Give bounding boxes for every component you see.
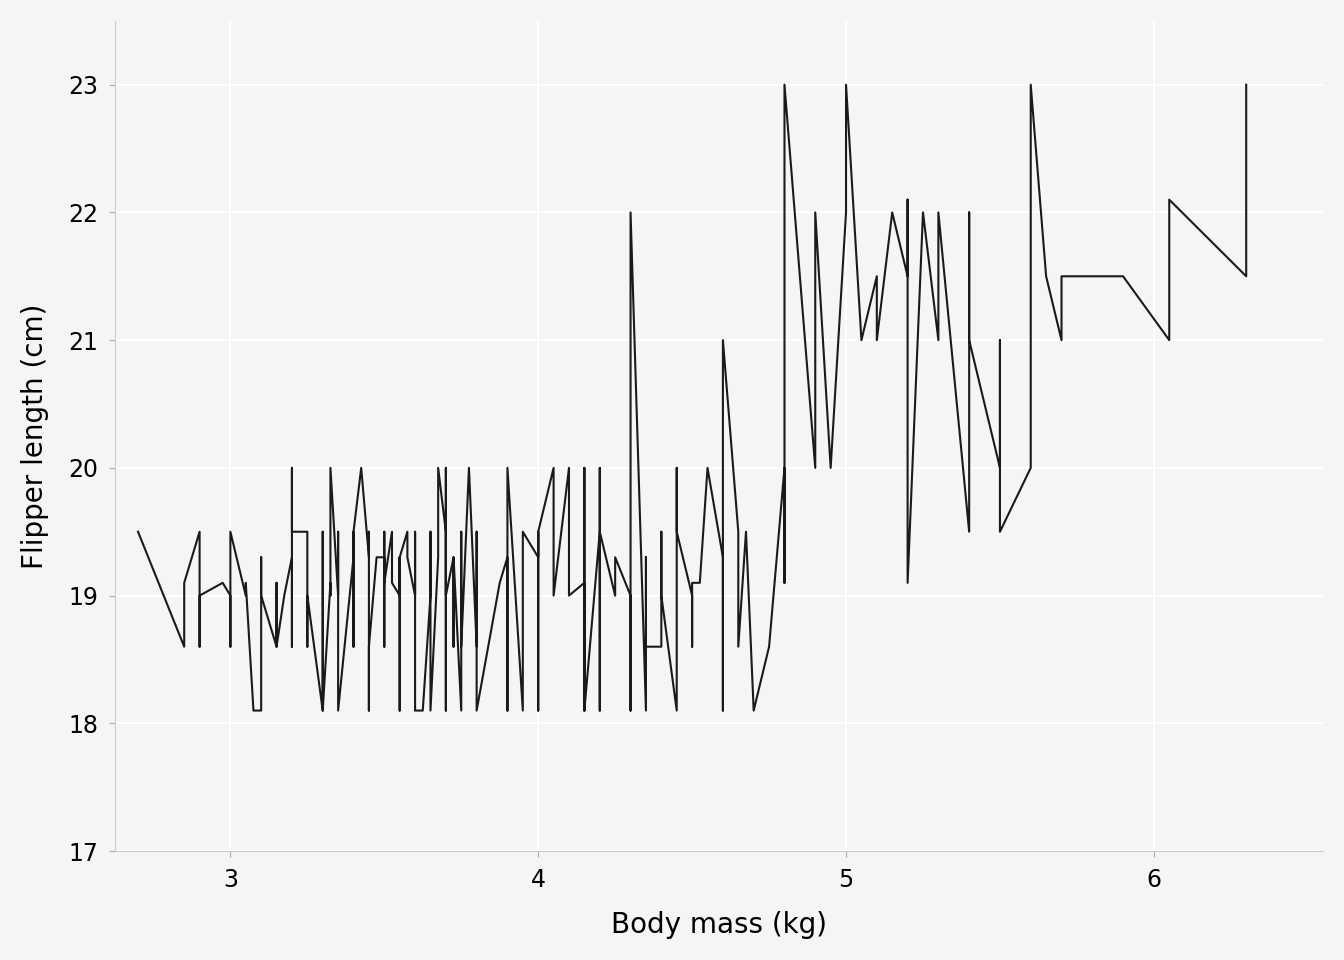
Y-axis label: Flipper length (cm): Flipper length (cm) bbox=[22, 303, 48, 568]
X-axis label: Body mass (kg): Body mass (kg) bbox=[612, 911, 827, 939]
